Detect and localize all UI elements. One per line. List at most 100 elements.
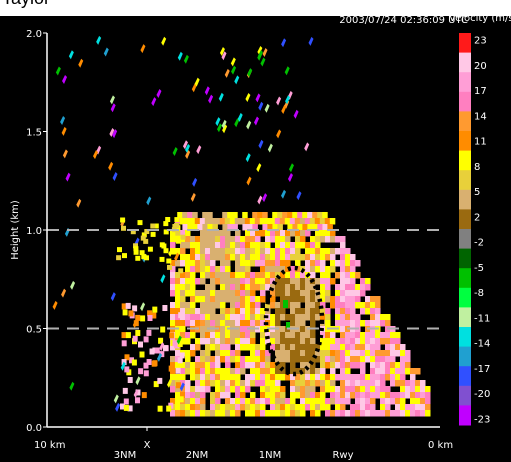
echo-cell [355,392,361,399]
echo-cell [179,352,185,359]
echo-cell [315,308,321,315]
echo-cell [220,284,226,291]
echo-cell [168,365,174,372]
echo-cell [250,254,256,261]
echo-cell [350,266,356,273]
echo-cell [275,374,281,381]
echo-cell [350,344,356,351]
echo-cell [140,235,146,241]
echo-cell [159,351,165,358]
echo-cell [360,398,366,405]
echo-cell [275,266,281,273]
echo-cell [255,362,261,369]
echo-cell [310,236,316,243]
echo-cell [220,368,226,375]
echo-cell [240,302,246,309]
echo-cell [285,410,291,417]
echo-cell [245,332,251,339]
echo-cell [320,386,326,393]
echo-streak [174,252,180,262]
echo-cell [410,374,416,381]
echo-cell [355,284,361,291]
echo-cell [170,260,176,267]
echo-cell [230,308,236,315]
echo-cell [345,314,351,321]
echo-cell [235,392,241,399]
echo-cell [425,404,431,411]
echo-streak [280,189,286,199]
echo-cell [285,356,291,363]
echo-cell [270,278,276,285]
echo-cell [305,254,311,261]
echo-cell [285,236,291,243]
echo-cell [420,404,426,411]
echo-cell [185,230,191,237]
echo-cell [375,296,381,303]
echo-cell [295,386,301,393]
echo-cell [210,302,216,309]
echo-streak [276,96,282,106]
echo-cell [205,272,211,279]
echo-cell [395,380,401,387]
echo-streak [288,163,294,173]
echo-cell [235,302,241,309]
echo-cell [220,344,226,351]
echo-cell [260,374,266,381]
echo-cell [200,248,206,255]
echo-cell [192,212,198,219]
echo-cell [287,212,293,219]
echo-cell [365,392,371,399]
echo-cell [385,350,391,357]
echo-cell [405,410,411,417]
echo-cell [380,332,386,339]
echo-cell [195,314,201,321]
echo-cell [240,392,246,399]
colorbar-swatch [459,111,471,132]
echo-cell [180,272,186,279]
echo-cell [325,248,331,255]
echo-cell [330,236,336,243]
echo-cell [370,392,376,399]
echo-cell [190,284,196,291]
y-axis-label: Height (km) [10,200,21,260]
echo-cell [245,380,251,387]
echo-cell [335,362,341,369]
echo-cell [185,266,191,273]
echo-cell [390,392,396,399]
echo-cell [210,410,216,417]
echo-cell [260,278,266,285]
echo-cell [205,290,211,297]
echo-cell [195,308,201,315]
echo-cell [180,260,186,267]
echo-streak [246,176,252,186]
echo-cell [204,218,211,225]
echo-cell [350,374,356,381]
echo-cell [405,386,411,393]
echo-cell [195,290,201,297]
echo-cell [310,368,316,375]
echo-cell [335,386,341,393]
echo-cell [310,362,316,369]
echo-cell [175,392,181,399]
echo-cell [335,410,341,417]
echo-cell [330,332,336,339]
echo-cell [225,320,231,327]
echo-cell [375,302,381,309]
echo-cell [205,362,211,369]
echo-cell [250,260,256,267]
echo-cell [230,236,236,243]
echo-cell [319,218,326,225]
echo-cell [330,362,336,369]
echo-cell [275,362,281,369]
echo-cell [215,332,221,339]
echo-cell [240,308,246,315]
echo-cell [360,338,366,345]
echo-cell [310,290,316,297]
echo-cell [312,212,318,219]
echo-cell [230,290,236,297]
echo-cell [255,350,261,357]
echo-cell [235,386,241,393]
echo-cell [270,332,276,339]
echo-cell [170,284,176,291]
echo-cell [151,360,157,367]
